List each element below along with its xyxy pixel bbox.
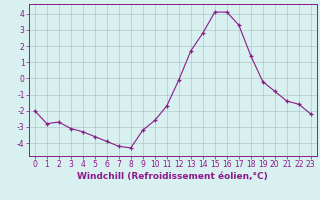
X-axis label: Windchill (Refroidissement éolien,°C): Windchill (Refroidissement éolien,°C) [77,172,268,181]
